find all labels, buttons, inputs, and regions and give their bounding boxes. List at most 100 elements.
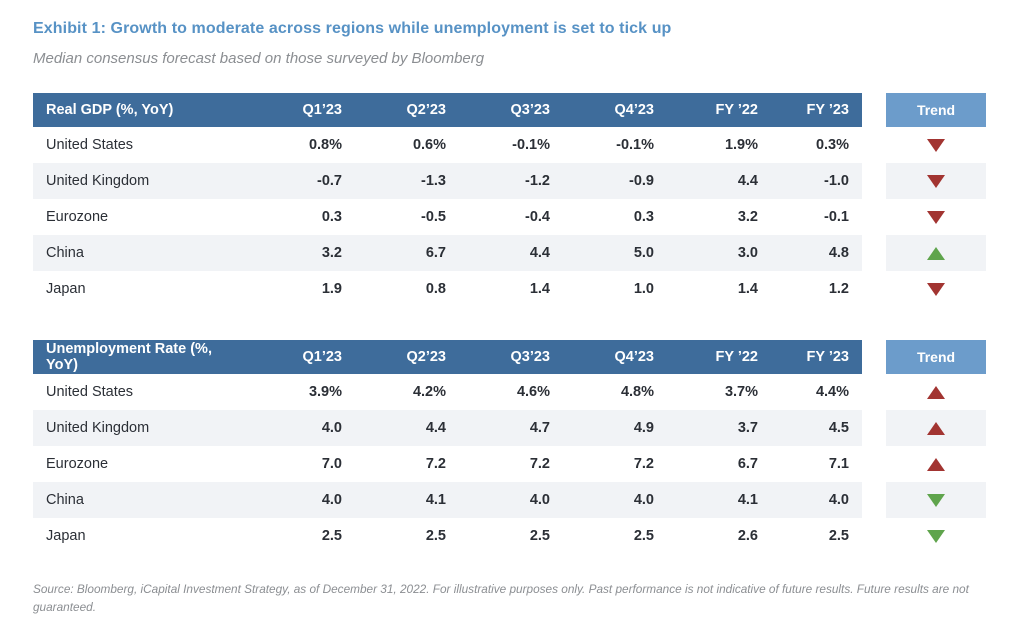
value-cell: 7.2 xyxy=(529,456,550,472)
value-cell: 4.8 xyxy=(828,245,849,261)
region-label: United States xyxy=(46,384,134,400)
column-header: Q1’23 xyxy=(302,349,343,365)
table-row: Japan 2.5 2.5 2.5 2.5 2.6 2.5 xyxy=(33,518,862,554)
value-cell: 4.7 xyxy=(529,420,550,436)
trend-cell xyxy=(886,410,986,446)
value-cell: 2.5 xyxy=(828,528,849,544)
value-cell: 6.7 xyxy=(425,245,446,261)
column-header: FY ’23 xyxy=(806,349,849,365)
region-label: Eurozone xyxy=(46,209,109,225)
value-cell: 3.2 xyxy=(737,209,758,225)
value-cell: 3.0 xyxy=(737,245,758,261)
region-label: Japan xyxy=(46,281,86,297)
value-cell: 4.0 xyxy=(529,492,550,508)
table-row: United Kingdom -0.7 -1.3 -1.2 -0.9 4.4 -1.0 xyxy=(33,163,862,199)
table-header-row: Real GDP (%, YoY) Q1’23 Q2’23 Q3’23 Q4’23 FY … xyxy=(33,93,862,127)
value-cell: -0.4 xyxy=(525,209,550,225)
value-cell: 5.0 xyxy=(633,245,654,261)
region-label: Eurozone xyxy=(46,456,109,472)
value-cell: -1.2 xyxy=(525,173,550,189)
value-cell: 1.2 xyxy=(828,281,849,297)
value-cell: -0.9 xyxy=(629,173,654,189)
value-cell: 3.2 xyxy=(321,245,342,261)
value-cell: 1.9 xyxy=(321,281,342,297)
column-header: FY ’22 xyxy=(715,349,758,365)
table-row: China 3.2 6.7 4.4 5.0 3.0 4.8 xyxy=(33,235,862,271)
value-cell: 3.7% xyxy=(724,384,758,400)
value-cell: 1.9% xyxy=(724,137,758,153)
value-cell: 0.3 xyxy=(633,209,654,225)
value-cell: 0.8 xyxy=(425,281,446,297)
value-cell: 2.5 xyxy=(321,528,342,544)
value-cell: 0.3 xyxy=(321,209,342,225)
trend-cell xyxy=(886,518,986,554)
value-cell: 4.1 xyxy=(425,492,446,508)
trend-down-icon xyxy=(927,529,945,543)
value-cell: 2.5 xyxy=(529,528,550,544)
trend-cell xyxy=(886,127,986,163)
trend-cell xyxy=(886,199,986,235)
value-cell: -1.3 xyxy=(421,173,446,189)
table-row: China 4.0 4.1 4.0 4.0 4.1 4.0 xyxy=(33,482,862,518)
page-title: Exhibit 1: Growth to moderate across reg… xyxy=(33,20,672,37)
column-header: Q3’23 xyxy=(510,102,551,118)
value-cell: 7.2 xyxy=(425,456,446,472)
unemployment-table: Unemployment Rate (%, YoY) Q1’23 Q2’23 Q3’2… xyxy=(33,340,862,554)
column-header: Q4’23 xyxy=(614,349,655,365)
value-cell: 7.0 xyxy=(321,456,342,472)
value-cell: 4.0 xyxy=(321,492,342,508)
value-cell: 4.5 xyxy=(828,420,849,436)
table-section-gdp: Real GDP (%, YoY) Q1’23 Q2’23 Q3’23 Q4’23 FY … xyxy=(33,93,991,307)
value-cell: 4.4 xyxy=(737,173,758,189)
region-label: China xyxy=(46,492,84,508)
value-cell: -0.1% xyxy=(616,137,654,153)
value-cell: 3.9% xyxy=(308,384,342,400)
column-header: Q2’23 xyxy=(406,349,447,365)
value-cell: 4.1 xyxy=(737,492,758,508)
value-cell: 4.0 xyxy=(321,420,342,436)
trend-cell xyxy=(886,374,986,410)
table-section-unemployment: Unemployment Rate (%, YoY) Q1’23 Q2’23 Q3’2… xyxy=(33,340,991,554)
region-label: United States xyxy=(46,137,134,153)
column-header: FY ’22 xyxy=(715,102,758,118)
trend-up-icon xyxy=(927,421,945,435)
value-cell: 4.0 xyxy=(633,492,654,508)
table-header-row: Unemployment Rate (%, YoY) Q1’23 Q2’23 Q3’2… xyxy=(33,340,862,374)
trend-header: Trend xyxy=(886,340,986,374)
value-cell: 3.7 xyxy=(737,420,758,436)
region-label: United Kingdom xyxy=(46,173,150,189)
value-cell: 7.1 xyxy=(828,456,849,472)
trend-column: Trend xyxy=(886,93,986,307)
source-note: Source: Bloomberg, iCapital Investment S… xyxy=(33,582,969,615)
value-cell: 1.0 xyxy=(633,281,654,297)
value-cell: -0.7 xyxy=(317,173,342,189)
value-cell: 6.7 xyxy=(737,456,758,472)
value-cell: 0.8% xyxy=(308,137,342,153)
region-label: Japan xyxy=(46,528,86,544)
value-cell: -0.5 xyxy=(421,209,446,225)
trend-column: Trend xyxy=(886,340,986,554)
value-cell: 4.2% xyxy=(412,384,446,400)
table-row: United States 3.9% 4.2% 4.6% 4.8% 3.7% 4.4% xyxy=(33,374,862,410)
column-header: Q2’23 xyxy=(406,102,447,118)
trend-header: Trend xyxy=(886,93,986,127)
trend-cell xyxy=(886,482,986,518)
region-label: United Kingdom xyxy=(46,420,150,436)
trend-cell xyxy=(886,271,986,307)
trend-cell xyxy=(886,163,986,199)
subtitle: Median consensus forecast based on those… xyxy=(33,50,485,67)
value-cell: 2.5 xyxy=(425,528,446,544)
table-title-cell: Real GDP (%, YoY) xyxy=(46,102,174,118)
table-row: Eurozone 7.0 7.2 7.2 7.2 6.7 7.1 xyxy=(33,446,862,482)
exhibit-page: Exhibit 1: Growth to moderate across reg… xyxy=(33,20,991,615)
table-title-cell: Unemployment Rate (%, YoY) xyxy=(46,341,212,373)
table-row: United States 0.8% 0.6% -0.1% -0.1% 1.9% 0.3% xyxy=(33,127,862,163)
column-header: Q1’23 xyxy=(302,102,343,118)
column-header: FY ’23 xyxy=(806,102,849,118)
value-cell: 4.0 xyxy=(828,492,849,508)
tables-container: Real GDP (%, YoY) Q1’23 Q2’23 Q3’23 Q4’23 FY … xyxy=(33,93,991,554)
value-cell: 2.6 xyxy=(737,528,758,544)
value-cell: 1.4 xyxy=(529,281,550,297)
value-cell: 4.6% xyxy=(516,384,550,400)
trend-down-icon xyxy=(927,210,945,224)
